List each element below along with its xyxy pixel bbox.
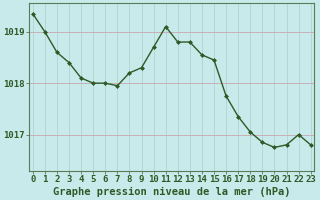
X-axis label: Graphe pression niveau de la mer (hPa): Graphe pression niveau de la mer (hPa) [53,186,291,197]
